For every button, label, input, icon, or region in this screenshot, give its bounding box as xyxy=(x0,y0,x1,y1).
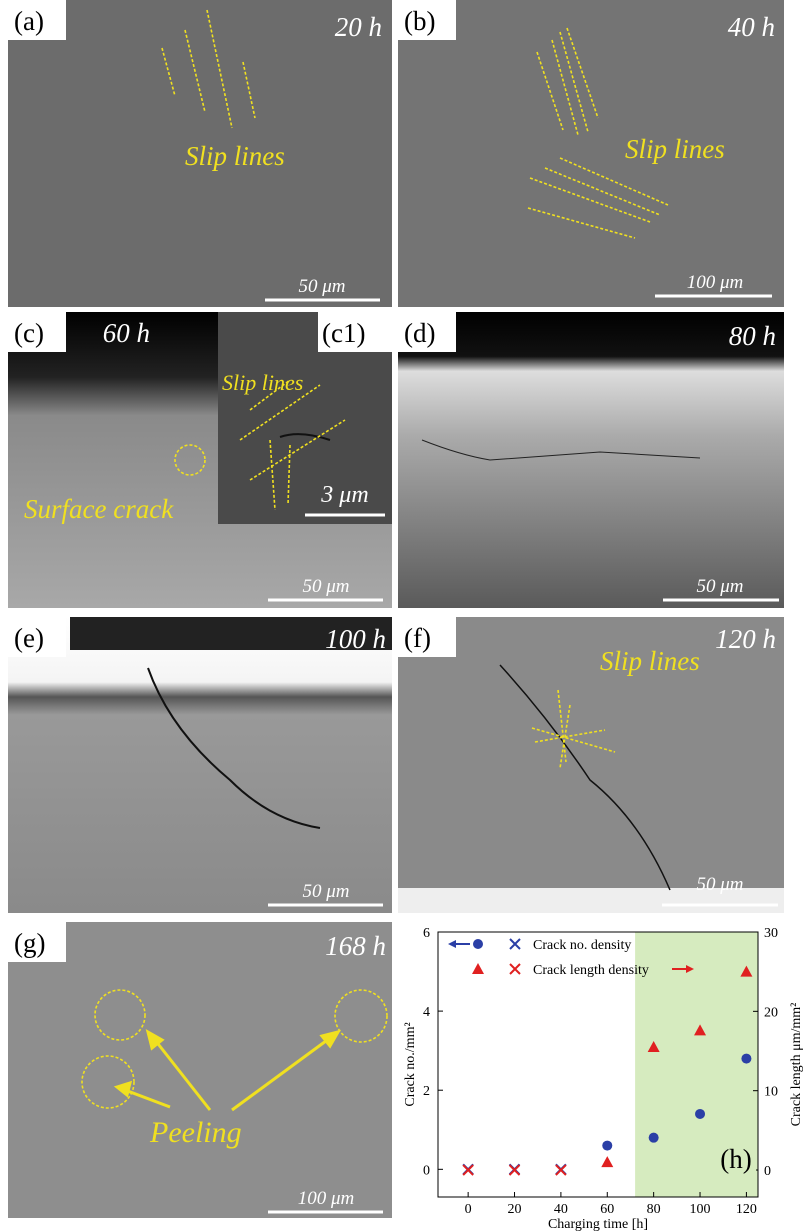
legend-label: Crack length density xyxy=(533,963,649,978)
y2-tick-label: 20 xyxy=(764,1005,778,1020)
point xyxy=(602,1141,612,1151)
panel-label: (h) xyxy=(720,1144,751,1174)
point xyxy=(649,1133,659,1143)
point xyxy=(695,1109,705,1119)
annotation: Peeling xyxy=(149,1116,242,1149)
x-tick-label: 80 xyxy=(647,1202,661,1217)
panel-label: (e) xyxy=(14,623,44,653)
inset-label: (c1) xyxy=(322,318,365,348)
annotation: Slip lines xyxy=(185,141,285,171)
scale-label: 50 μm xyxy=(298,276,345,297)
x-tick-label: 60 xyxy=(600,1202,614,1217)
panel-label: (c) xyxy=(14,318,44,348)
sem-image xyxy=(8,922,392,1218)
inset-annotation: Slip lines xyxy=(222,370,303,395)
time-label: 120 h xyxy=(715,624,776,654)
legend-marker xyxy=(472,963,484,974)
point xyxy=(556,1165,566,1175)
scale-label: 50 μm xyxy=(302,881,349,902)
y-axis-label: Crack no./mm² xyxy=(403,1022,418,1106)
x-tick-label: 0 xyxy=(465,1202,472,1217)
time-label: 60 h xyxy=(103,318,150,348)
x-tick-label: 20 xyxy=(508,1202,522,1217)
scale-label: 50 μm xyxy=(302,576,349,597)
time-label: 40 h xyxy=(728,12,775,42)
sem-image xyxy=(8,617,392,913)
sem-image xyxy=(398,312,784,608)
inset-scale-label: 3 μm xyxy=(320,482,368,508)
sem-image xyxy=(398,617,784,913)
panel-label: (f) xyxy=(404,623,431,653)
legend-marker xyxy=(510,939,520,949)
legend-marker xyxy=(510,964,520,974)
legend-label: Crack no. density xyxy=(533,938,631,953)
panel-label: (b) xyxy=(404,6,435,36)
time-label: 80 h xyxy=(729,321,776,351)
y2-axis-label: Crack length μm/mm² xyxy=(789,1003,804,1127)
y-tick-label: 4 xyxy=(423,1005,430,1020)
point xyxy=(510,1165,520,1175)
sem-image xyxy=(398,0,784,307)
figure: (a) 20 h Slip lines 50 μm (b) 40 h Slip … xyxy=(0,0,809,1232)
point xyxy=(741,1054,751,1064)
scale-label: 100 μm xyxy=(687,272,744,293)
scale-label: 50 μm xyxy=(696,874,743,895)
time-label: 20 h xyxy=(335,12,382,42)
panel-label: (d) xyxy=(404,318,435,348)
x-tick-label: 100 xyxy=(690,1202,711,1217)
point xyxy=(601,1156,613,1167)
legend-marker xyxy=(473,939,483,949)
x-axis-label: Charging time [h] xyxy=(548,1217,648,1232)
time-label: 100 h xyxy=(325,624,386,654)
panel-label: (g) xyxy=(14,928,45,958)
time-label: 168 h xyxy=(325,931,386,961)
point xyxy=(463,1165,473,1175)
annotation: Slip lines xyxy=(600,646,700,676)
x-tick-label: 120 xyxy=(736,1202,757,1217)
y-tick-label: 6 xyxy=(423,926,430,941)
y2-tick-label: 30 xyxy=(764,926,778,941)
annotation: Slip lines xyxy=(625,134,725,164)
x-tick-label: 40 xyxy=(554,1202,568,1217)
page: {"panels":[ {"label":"(a)","time":"20 h"… xyxy=(0,0,809,1232)
scale-label: 100 μm xyxy=(298,1188,355,1209)
y2-tick-label: 0 xyxy=(764,1164,771,1179)
panel-label: (a) xyxy=(14,6,44,36)
scale-label: 50 μm xyxy=(696,576,743,597)
annotation: Surface crack xyxy=(24,494,174,524)
y-tick-label: 2 xyxy=(423,1084,430,1099)
y-tick-label: 0 xyxy=(423,1163,430,1178)
y2-tick-label: 10 xyxy=(764,1085,778,1100)
